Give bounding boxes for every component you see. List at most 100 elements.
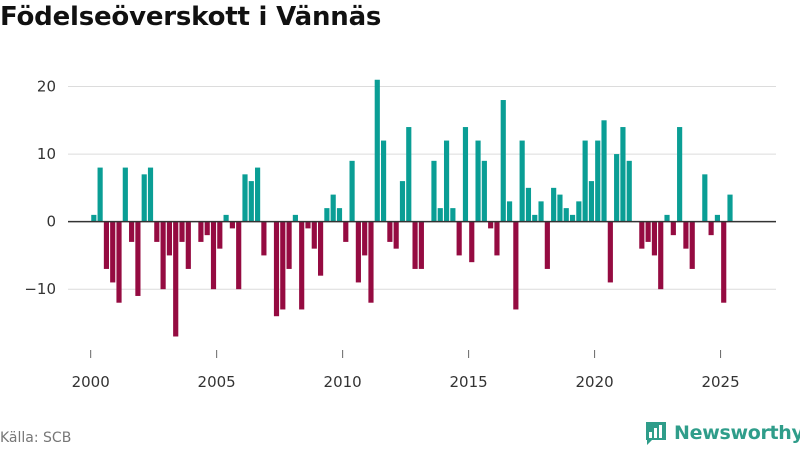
bar bbox=[721, 221, 727, 303]
bar bbox=[557, 194, 563, 222]
bar bbox=[103, 221, 110, 269]
bar bbox=[399, 181, 406, 222]
bar bbox=[519, 140, 525, 222]
bar bbox=[677, 127, 683, 222]
bar bbox=[355, 221, 361, 283]
bar bbox=[299, 221, 305, 310]
bar bbox=[443, 140, 450, 222]
bar bbox=[569, 214, 576, 222]
bar bbox=[475, 140, 481, 222]
x-tick-label: 2010 bbox=[324, 373, 362, 391]
bar bbox=[261, 221, 267, 256]
bar bbox=[248, 181, 254, 222]
bar bbox=[412, 221, 418, 269]
x-tick-label: 2000 bbox=[72, 373, 110, 391]
newsworthy-logo-icon bbox=[646, 422, 666, 445]
bar bbox=[229, 221, 235, 229]
bar bbox=[129, 221, 135, 242]
bar bbox=[437, 208, 443, 222]
bar bbox=[702, 174, 708, 222]
x-tick-label: 2020 bbox=[575, 373, 613, 391]
bar bbox=[538, 201, 544, 222]
bar bbox=[506, 201, 513, 222]
bar bbox=[242, 174, 248, 222]
bar bbox=[223, 214, 229, 222]
bar bbox=[160, 221, 166, 290]
bar bbox=[456, 221, 462, 256]
bar bbox=[645, 221, 651, 242]
bar bbox=[551, 187, 557, 222]
bar bbox=[462, 127, 469, 222]
y-axis-ticks: −10 0 10 20 bbox=[24, 78, 56, 299]
bar bbox=[387, 221, 393, 242]
x-axis-ticks: 2000 2005 2010 2015 2020 2025 bbox=[72, 350, 740, 391]
bar bbox=[481, 160, 487, 222]
bar bbox=[292, 214, 298, 222]
bar bbox=[280, 221, 286, 310]
bar bbox=[670, 221, 676, 236]
bar bbox=[658, 221, 664, 290]
bar bbox=[525, 187, 532, 222]
bar bbox=[330, 194, 336, 222]
bar bbox=[683, 221, 689, 249]
bar bbox=[179, 221, 185, 242]
source-note: Källa: SCB bbox=[0, 430, 72, 446]
bar bbox=[166, 221, 172, 256]
bar bbox=[91, 214, 97, 222]
bar bbox=[664, 214, 670, 222]
bar bbox=[431, 160, 437, 222]
bar bbox=[147, 167, 154, 222]
bar bbox=[210, 221, 217, 290]
bar bbox=[343, 221, 349, 242]
bar bbox=[626, 160, 632, 222]
y-tick-label: −10 bbox=[24, 280, 56, 298]
y-tick-label: 20 bbox=[37, 78, 56, 96]
bar bbox=[651, 221, 658, 256]
bar bbox=[607, 221, 613, 283]
bar bbox=[544, 221, 550, 269]
bar bbox=[273, 221, 280, 317]
x-tick-label: 2015 bbox=[450, 373, 488, 391]
bar bbox=[450, 208, 456, 222]
bars bbox=[91, 79, 733, 337]
bar bbox=[488, 221, 494, 229]
bar bbox=[563, 208, 569, 222]
bar bbox=[97, 167, 103, 222]
bar bbox=[255, 167, 261, 222]
bar bbox=[727, 194, 733, 222]
bar bbox=[336, 208, 343, 222]
bar bbox=[393, 221, 399, 249]
bar bbox=[576, 201, 582, 222]
bar bbox=[418, 221, 424, 269]
bar bbox=[689, 221, 695, 269]
bar bbox=[349, 160, 355, 222]
x-tick-label: 2025 bbox=[701, 373, 739, 391]
bar bbox=[362, 221, 368, 256]
y-tick-label: 10 bbox=[37, 145, 56, 163]
brand-name: Newsworthy bbox=[674, 422, 800, 444]
bar bbox=[217, 221, 223, 249]
bar bbox=[469, 221, 475, 263]
bar bbox=[311, 221, 317, 249]
brand-logo[interactable]: Newsworthy bbox=[644, 420, 800, 446]
chart-title: Födelseöverskott i Vännäs bbox=[0, 2, 382, 32]
bar bbox=[110, 221, 116, 283]
bar bbox=[173, 221, 179, 337]
bar bbox=[204, 221, 210, 236]
bar bbox=[368, 221, 374, 303]
bar bbox=[236, 221, 242, 290]
bar bbox=[588, 181, 595, 222]
bar bbox=[116, 221, 122, 303]
bar bbox=[135, 221, 141, 296]
bar bbox=[494, 221, 500, 256]
bar bbox=[614, 154, 620, 222]
bar bbox=[185, 221, 191, 269]
bar bbox=[708, 221, 714, 236]
bar bbox=[639, 221, 645, 249]
gridlines bbox=[68, 86, 776, 290]
bar bbox=[620, 127, 626, 222]
bar bbox=[198, 221, 204, 242]
bar bbox=[582, 140, 588, 222]
bar bbox=[141, 174, 147, 222]
bar bbox=[406, 127, 412, 222]
